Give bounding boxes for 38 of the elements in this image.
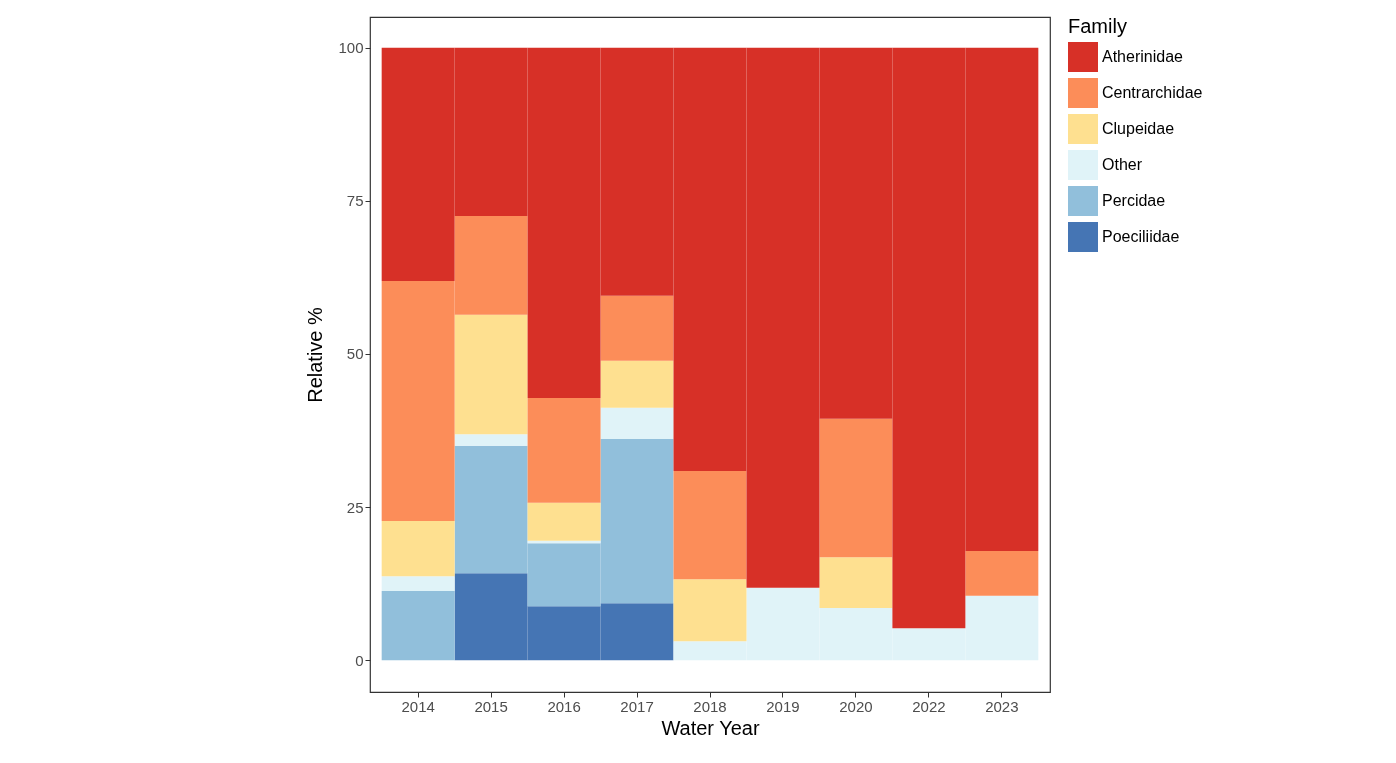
legend-label: Poeciliidae: [1102, 228, 1180, 245]
x-tick-label: 2020: [839, 697, 873, 715]
bar: [600, 407, 674, 440]
legend-title: Family: [1068, 15, 1127, 37]
bar: [819, 418, 893, 558]
bar: [454, 434, 528, 446]
y-tick-label: 75: [346, 192, 364, 210]
bar: [454, 314, 528, 435]
x-tick-label: 2015: [474, 697, 508, 715]
y-tick-label: 25: [346, 498, 364, 516]
bar: [673, 579, 747, 642]
legend-label: Atherinidae: [1102, 48, 1184, 65]
x-tick-label: 2018: [693, 697, 727, 715]
bar: [965, 551, 1039, 596]
bar: [600, 295, 674, 361]
bar: [819, 557, 893, 609]
legend-label: Clupeidae: [1102, 120, 1175, 137]
bar: [673, 470, 747, 580]
x-axis-title: Water Year: [661, 716, 760, 739]
bar: [527, 502, 601, 541]
x-tick-label: 2014: [401, 697, 435, 715]
legend-label: Percidae: [1102, 192, 1166, 209]
x-tick-label: 2017: [620, 697, 654, 715]
bar: [381, 576, 455, 591]
x-tick-label: 2022: [912, 697, 946, 715]
y-axis-title: Relative %: [304, 306, 327, 403]
legend-label: Centrarchidae: [1102, 84, 1203, 101]
x-tick-label: 2019: [766, 697, 800, 715]
bar: [381, 590, 455, 661]
bar: [381, 521, 455, 577]
y-tick-label: 100: [338, 39, 364, 57]
y-tick-label: 50: [346, 345, 364, 363]
legend-label: Other: [1102, 156, 1143, 173]
x-tick-label: 2023: [985, 697, 1019, 715]
bar: [600, 360, 674, 408]
y-tick-label: 0: [355, 651, 364, 669]
x-tick-label: 2016: [547, 697, 581, 715]
bar: [527, 397, 601, 503]
